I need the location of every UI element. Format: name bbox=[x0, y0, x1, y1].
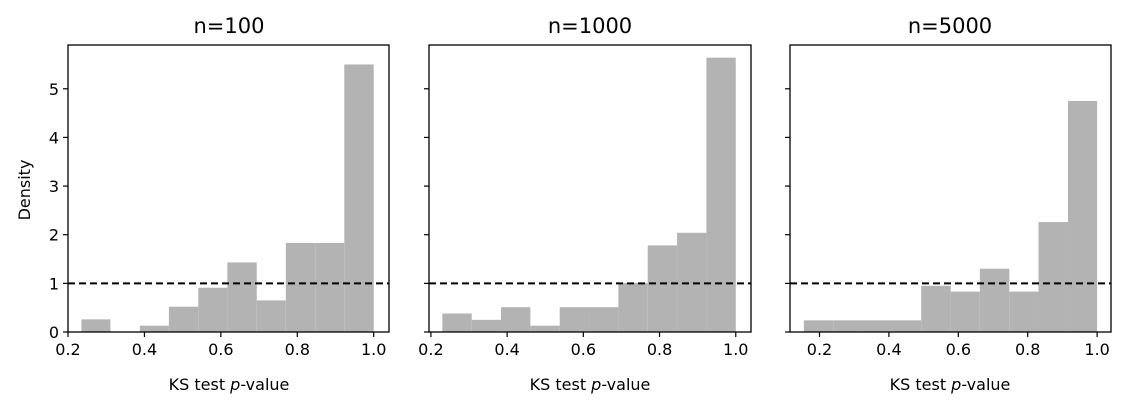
x-tick-label: 0.8 bbox=[647, 340, 672, 359]
histogram-bar-3 bbox=[168, 306, 199, 332]
panel-title: n=100 bbox=[194, 14, 265, 38]
histogram-bar-7 bbox=[647, 245, 678, 332]
y-ticks bbox=[785, 88, 790, 333]
y-tick-label: 3 bbox=[49, 177, 59, 196]
plot-frame bbox=[789, 44, 1112, 333]
histogram-bar-4 bbox=[559, 307, 590, 332]
histogram-bar-7 bbox=[1009, 291, 1039, 332]
x-tick-label: 0.6 bbox=[946, 340, 971, 359]
histogram-bar-8 bbox=[677, 232, 707, 332]
histogram-bar-1 bbox=[833, 320, 863, 332]
histogram-bar-2 bbox=[501, 307, 531, 332]
histogram-bar-9 bbox=[344, 64, 374, 333]
x-tick-label: 0.4 bbox=[876, 340, 901, 359]
y-tick-label: 5 bbox=[49, 80, 59, 99]
plot-frame bbox=[428, 44, 752, 333]
histogram-bar-4 bbox=[198, 287, 228, 332]
x-tick-label: 1.0 bbox=[361, 340, 386, 359]
histogram-bar-6 bbox=[618, 282, 648, 332]
x-tick-label: 0.2 bbox=[807, 340, 832, 359]
x-tick-label: 0.8 bbox=[1015, 340, 1040, 359]
y-tick-label: 2 bbox=[49, 226, 59, 245]
bars bbox=[81, 64, 374, 333]
plot-frame bbox=[67, 44, 390, 333]
histogram-bar-0 bbox=[442, 313, 472, 332]
bars bbox=[442, 57, 736, 333]
y-ticks: 0 1 2 3 4 5 bbox=[49, 80, 68, 342]
y-tick-label: 4 bbox=[49, 128, 59, 147]
histogram-bar-5 bbox=[589, 307, 619, 332]
panel-n5000: n=5000 0.2 0.4 0.6 0.8 1.0 KS test p-value bbox=[785, 14, 1112, 394]
x-tick-label: 1.0 bbox=[723, 340, 748, 359]
histogram-bar-8 bbox=[1038, 222, 1068, 332]
histogram-bar-6 bbox=[256, 300, 286, 332]
x-ticks: 0.2 0.4 0.6 0.8 1.0 bbox=[55, 332, 386, 359]
x-tick-label: 0.4 bbox=[132, 340, 157, 359]
panel-n100: n=100 0.2 0.4 0.6 0.8 1.0 0 1 2 3 4 5 KS test p-v… bbox=[15, 14, 390, 394]
histogram-bar-2 bbox=[862, 320, 893, 332]
x-axis-label: KS test p-value bbox=[530, 375, 651, 394]
histogram-bar-1 bbox=[471, 319, 502, 332]
histogram-bar-5 bbox=[950, 291, 980, 332]
x-ticks: 0.2 0.4 0.6 0.8 1.0 bbox=[418, 332, 748, 359]
panel-title: n=5000 bbox=[908, 14, 992, 38]
histogram-bar-7 bbox=[285, 242, 316, 332]
x-tick-label: 0.4 bbox=[494, 340, 519, 359]
x-ticks: 0.2 0.4 0.6 0.8 1.0 bbox=[807, 332, 1110, 359]
panel-title: n=1000 bbox=[548, 14, 632, 38]
y-axis-label: Density bbox=[15, 160, 34, 221]
histogram-bar-8 bbox=[315, 242, 345, 332]
histogram-bar-0 bbox=[81, 319, 111, 332]
histogram-bar-2 bbox=[139, 325, 169, 332]
panel-n1000: n=1000 0.2 0.4 0.6 0.8 1.0 KS test p-value bbox=[418, 14, 752, 394]
histogram-bar-9 bbox=[706, 57, 736, 333]
x-tick-label: 0.6 bbox=[571, 340, 596, 359]
histogram-bar-9 bbox=[1067, 100, 1098, 332]
histogram-bar-3 bbox=[892, 320, 922, 332]
histogram-bar-6 bbox=[979, 268, 1010, 332]
y-tick-label: 0 bbox=[49, 323, 59, 342]
x-tick-label: 0.6 bbox=[208, 340, 233, 359]
histogram-bar-5 bbox=[227, 262, 257, 332]
histogram-bar-3 bbox=[530, 325, 560, 332]
histogram-bar-4 bbox=[921, 285, 951, 332]
y-tick-label: 1 bbox=[49, 274, 59, 293]
x-axis-label: KS test p-value bbox=[890, 375, 1011, 394]
x-tick-label: 0.8 bbox=[285, 340, 310, 359]
y-ticks bbox=[424, 88, 429, 333]
x-tick-label: 0.2 bbox=[55, 340, 80, 359]
bars bbox=[803, 100, 1098, 332]
x-tick-label: 1.0 bbox=[1084, 340, 1109, 359]
x-tick-label: 0.2 bbox=[418, 340, 443, 359]
x-axis-label: KS test p-value bbox=[169, 375, 290, 394]
histogram-bar-0 bbox=[803, 320, 834, 332]
